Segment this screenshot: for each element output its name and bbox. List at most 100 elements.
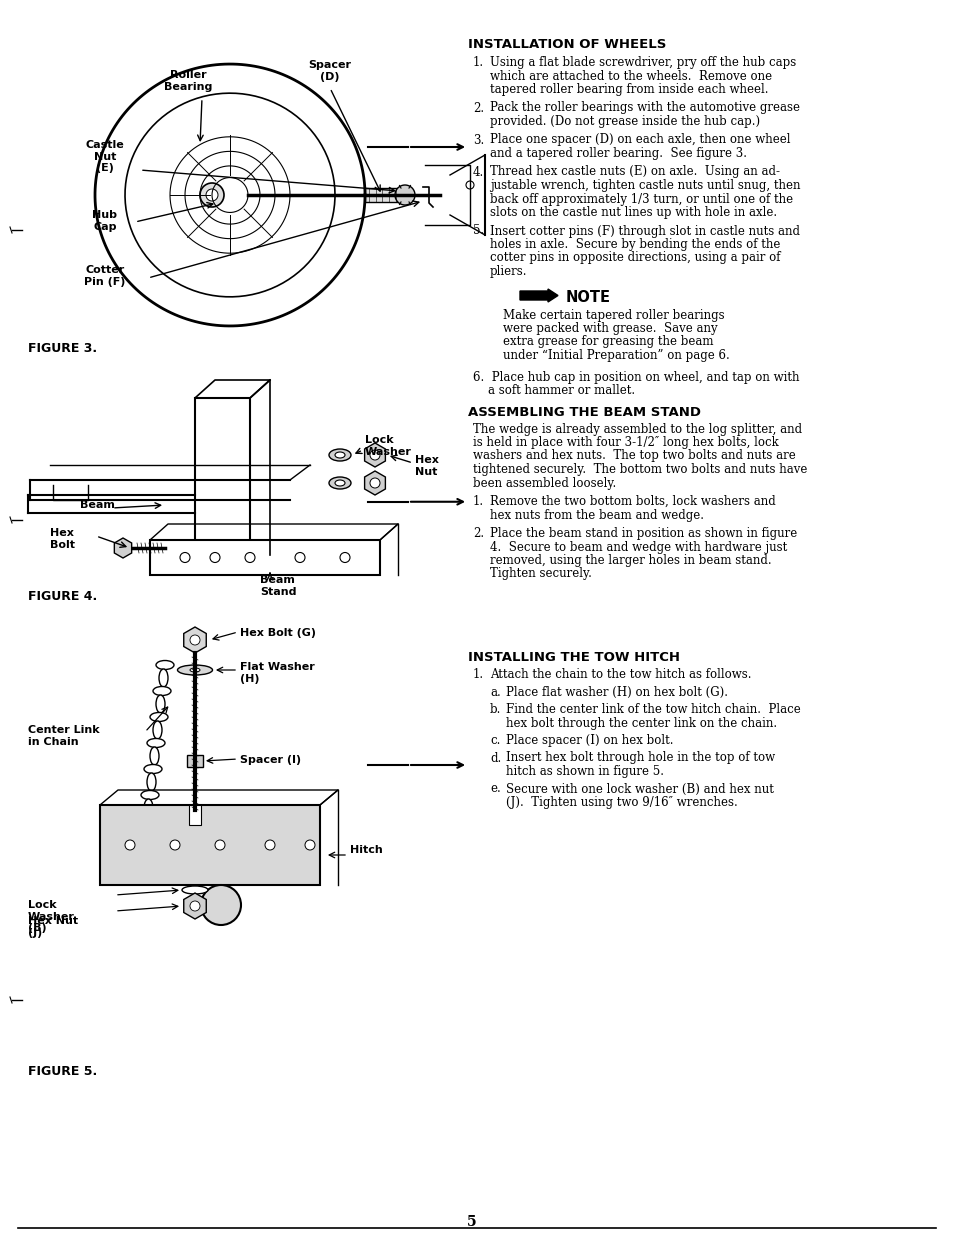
Circle shape [214, 840, 225, 850]
Ellipse shape [156, 695, 165, 713]
Text: 1.: 1. [473, 56, 483, 69]
Text: back off approximately 1/3 turn, or until one of the: back off approximately 1/3 turn, or unti… [490, 192, 792, 206]
Bar [189, 805, 201, 825]
Bar [100, 805, 319, 885]
Circle shape [370, 450, 379, 460]
Text: Insert cotter pins (F) through slot in castle nuts and: Insert cotter pins (F) through slot in c… [490, 224, 800, 238]
Text: holes in axle.  Secure by bending the ends of the: holes in axle. Secure by bending the end… [490, 238, 780, 250]
Text: slots on the castle nut lines up with hole in axle.: slots on the castle nut lines up with ho… [490, 206, 777, 219]
Text: a.: a. [490, 685, 500, 699]
Circle shape [465, 181, 474, 189]
Text: Flat Washer
(H): Flat Washer (H) [240, 662, 314, 684]
Text: Place flat washer (H) on hex bolt (G).: Place flat washer (H) on hex bolt (G). [505, 685, 727, 699]
Text: Remove the two bottom bolts, lock washers and: Remove the two bottom bolts, lock washer… [490, 495, 775, 508]
Text: were packed with grease.  Save any: were packed with grease. Save any [502, 321, 717, 335]
Text: Hex
Bolt: Hex Bolt [50, 528, 75, 549]
Text: Place spacer (I) on hex bolt.: Place spacer (I) on hex bolt. [505, 734, 673, 748]
Text: The wedge is already assembled to the log splitter, and: The wedge is already assembled to the lo… [473, 422, 801, 436]
Ellipse shape [150, 748, 159, 765]
Text: been assembled loosely.: been assembled loosely. [473, 476, 616, 490]
Circle shape [190, 901, 200, 911]
Text: (J).  Tighten using two 9/16″ wrenches.: (J). Tighten using two 9/16″ wrenches. [505, 796, 737, 809]
Text: pliers.: pliers. [490, 265, 527, 278]
Text: under “Initial Preparation” on page 6.: under “Initial Preparation” on page 6. [502, 349, 729, 363]
Text: Hitch: Hitch [350, 845, 382, 855]
Circle shape [395, 184, 415, 206]
Bar [194, 397, 250, 554]
Text: tightened securely.  The bottom two bolts and nuts have: tightened securely. The bottom two bolts… [473, 464, 806, 476]
Bar [365, 188, 399, 202]
Text: hitch as shown in figure 5.: hitch as shown in figure 5. [505, 765, 663, 778]
Ellipse shape [156, 660, 173, 669]
Text: 4.  Secure to beam and wedge with hardware just: 4. Secure to beam and wedge with hardwar… [490, 541, 786, 553]
Circle shape [170, 840, 180, 850]
Text: 4.: 4. [473, 166, 484, 178]
Ellipse shape [335, 480, 345, 486]
Text: 5.: 5. [473, 224, 484, 238]
Text: extra grease for greasing the beam: extra grease for greasing the beam [502, 335, 713, 349]
Ellipse shape [177, 665, 213, 675]
Circle shape [294, 552, 305, 562]
Ellipse shape [190, 668, 200, 672]
Ellipse shape [329, 449, 351, 461]
Text: Secure with one lock washer (B) and hex nut: Secure with one lock washer (B) and hex … [505, 782, 773, 795]
Bar [187, 755, 203, 768]
Text: Lock
Washer
(B): Lock Washer (B) [28, 900, 74, 933]
Ellipse shape [152, 687, 171, 695]
Circle shape [305, 840, 314, 850]
Text: Place the beam stand in position as shown in figure: Place the beam stand in position as show… [490, 527, 797, 540]
Text: hex nuts from the beam and wedge.: hex nuts from the beam and wedge. [490, 508, 703, 522]
Text: Cotter
Pin (F): Cotter Pin (F) [84, 265, 126, 287]
Ellipse shape [150, 713, 168, 721]
Ellipse shape [144, 765, 162, 774]
Circle shape [245, 552, 254, 562]
Text: 2.: 2. [473, 101, 483, 115]
Text: Attach the chain to the tow hitch as follows.: Attach the chain to the tow hitch as fol… [490, 668, 751, 682]
Text: Hex
Nut: Hex Nut [415, 455, 438, 477]
Text: FIGURE 5.: FIGURE 5. [28, 1065, 97, 1078]
Text: Pack the roller bearings with the automotive grease: Pack the roller bearings with the automo… [490, 101, 800, 115]
Text: which are attached to the wheels.  Remove one: which are attached to the wheels. Remove… [490, 70, 771, 82]
Text: Hex Nut
(J): Hex Nut (J) [28, 916, 78, 937]
Ellipse shape [329, 477, 351, 488]
Circle shape [201, 885, 241, 925]
Text: 1.: 1. [473, 495, 483, 508]
Text: ASSEMBLING THE BEAM STAND: ASSEMBLING THE BEAM STAND [468, 405, 700, 419]
Text: hex bolt through the center link on the chain.: hex bolt through the center link on the … [505, 716, 777, 729]
Text: tapered roller bearing from inside each wheel.: tapered roller bearing from inside each … [490, 83, 768, 96]
Text: 3.: 3. [473, 133, 484, 147]
Ellipse shape [141, 790, 159, 800]
Text: Using a flat blade screwdriver, pry off the hub caps: Using a flat blade screwdriver, pry off … [490, 56, 796, 69]
Circle shape [125, 840, 135, 850]
Text: Spacer (I): Spacer (I) [240, 755, 301, 765]
Ellipse shape [144, 799, 152, 817]
Ellipse shape [152, 721, 162, 739]
FancyArrow shape [519, 289, 558, 302]
Text: b.: b. [490, 703, 501, 716]
Text: removed, using the larger holes in beam stand.: removed, using the larger holes in beam … [490, 554, 771, 567]
Text: d.: d. [490, 751, 500, 765]
Text: Castle
Nut
(E): Castle Nut (E) [86, 140, 124, 173]
Text: Center Link
in Chain: Center Link in Chain [28, 725, 99, 746]
Ellipse shape [147, 773, 156, 791]
Circle shape [206, 189, 218, 201]
Bar [150, 540, 379, 574]
Text: cotter pins in opposite directions, using a pair of: cotter pins in opposite directions, usin… [490, 252, 780, 264]
Text: Find the center link of the tow hitch chain.  Place: Find the center link of the tow hitch ch… [505, 703, 800, 716]
Text: Spacer
(D): Spacer (D) [308, 60, 351, 81]
Ellipse shape [182, 886, 208, 893]
Text: INSTALLING THE TOW HITCH: INSTALLING THE TOW HITCH [468, 650, 679, 664]
Text: provided. (Do not grease inside the hub cap.): provided. (Do not grease inside the hub … [490, 115, 760, 128]
Ellipse shape [147, 739, 165, 748]
Text: justable wrench, tighten castle nuts until snug, then: justable wrench, tighten castle nuts unt… [490, 179, 800, 192]
Text: Insert hex bolt through hole in the top of tow: Insert hex bolt through hole in the top … [505, 751, 774, 765]
Text: FIGURE 4.: FIGURE 4. [28, 591, 97, 603]
Text: is held in place with four 3-1/2″ long hex bolts, lock: is held in place with four 3-1/2″ long h… [473, 436, 778, 449]
Text: NOTE: NOTE [565, 290, 610, 305]
Circle shape [200, 183, 224, 207]
Text: Roller
Bearing: Roller Bearing [164, 70, 212, 92]
Text: Place one spacer (D) on each axle, then one wheel: Place one spacer (D) on each axle, then … [490, 133, 790, 147]
Text: Thread hex castle nuts (E) on axle.  Using an ad-: Thread hex castle nuts (E) on axle. Usin… [490, 166, 780, 178]
Ellipse shape [335, 452, 345, 459]
Ellipse shape [159, 669, 168, 687]
